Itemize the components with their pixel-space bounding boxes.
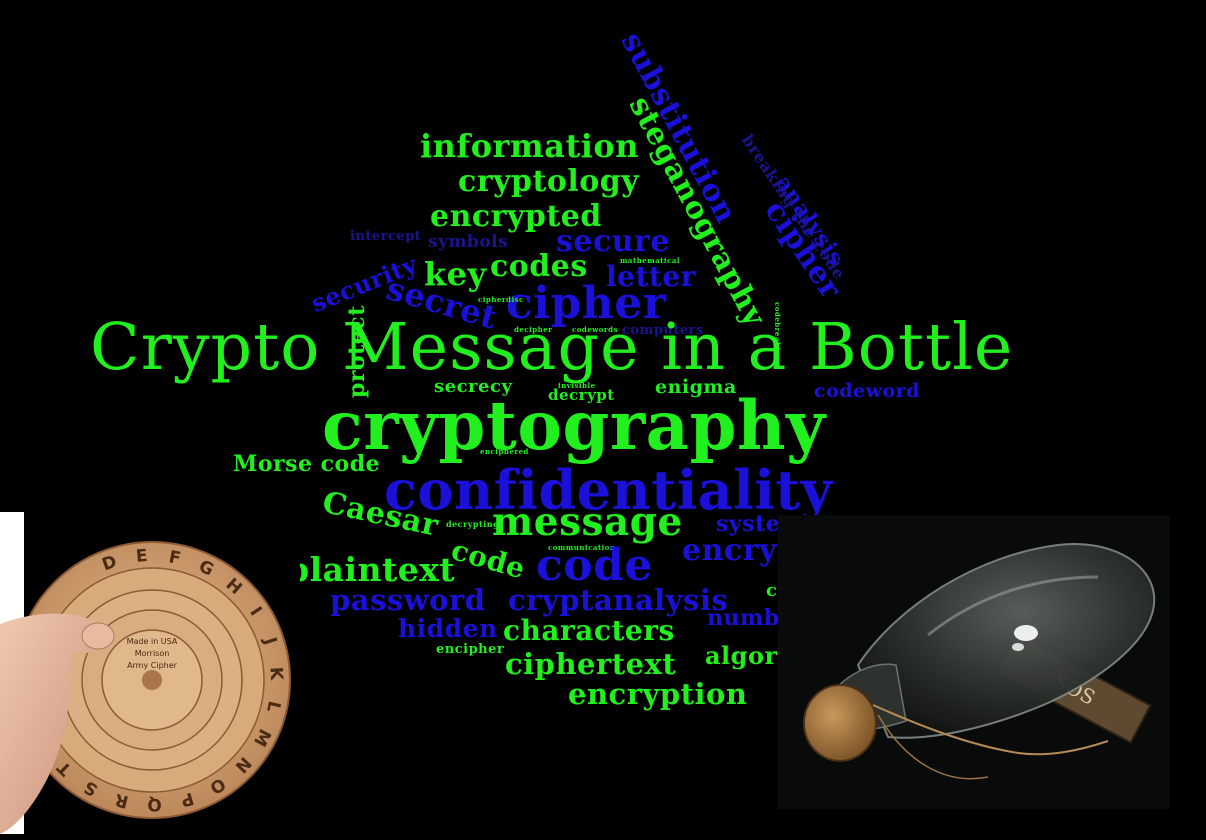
word-cryptanalysis: cryptanalysis (508, 583, 729, 617)
wheel-center-line-2: Morrison (135, 649, 170, 658)
word-cipher: cipher (506, 278, 667, 329)
word-code: code (536, 540, 653, 591)
word-letter: letter (606, 260, 696, 293)
word-encryption: encryption (568, 677, 748, 711)
word-encrypted: encrypted (430, 199, 602, 234)
word-morse-code: Morse code (233, 451, 381, 477)
wheel-letter: R (113, 789, 131, 812)
bottle-body (856, 543, 1156, 739)
word-plaintext: plaintext (286, 550, 456, 589)
word-invisible: invisible (558, 381, 596, 390)
cork (803, 684, 877, 762)
word-decipher: decipher (514, 325, 553, 334)
word-secure: secure (556, 224, 670, 259)
word-cryptology: cryptology (458, 164, 640, 199)
word-hidden: hidden (398, 614, 498, 643)
word-key: key (424, 255, 487, 293)
word-secrecy: secrecy (434, 376, 513, 397)
title: Crypto Message in a Bottle (90, 310, 1014, 385)
word-information: information (420, 127, 640, 165)
hand-shape (0, 613, 106, 834)
wheel-letter: E (135, 546, 148, 567)
wheel-center-line-1: Made in USA (127, 637, 178, 646)
wheel-letter: D (100, 552, 120, 576)
message-in-bottle-photo: SOS (778, 515, 1170, 809)
word-codes: codes (490, 249, 588, 284)
wheel-letter: P (178, 788, 196, 811)
wheel-letter: L (262, 699, 284, 714)
word-intercept: intercept (350, 229, 422, 244)
word-encipher: encipher (436, 642, 505, 657)
word-enciphered: enciphered (480, 447, 529, 456)
word-mathematical: mathematical (620, 256, 681, 265)
wheel-letter: F (167, 547, 182, 569)
word-cipherdisc: cipherdisc (478, 295, 524, 304)
word-decrypt: decrypt (548, 386, 615, 404)
wheel-letter: K (265, 667, 286, 682)
word-symbols: symbols (428, 232, 509, 252)
word-message: message (492, 499, 683, 545)
word-codewords: codewords (572, 325, 618, 334)
word-enigma: enigma (655, 376, 737, 398)
word-codeword: codeword (814, 380, 920, 402)
word-decrypting: decrypting (446, 519, 500, 529)
word-confidentiality: confidentiality (384, 458, 833, 522)
wheel-center-line-3: Army Cipher (127, 661, 178, 670)
cipher-wheel-photo: DEFGHIJKLMNOPQRSTU Made in USA Morrison … (0, 512, 300, 834)
word-cryptography: cryptography (322, 386, 826, 465)
wheel-letter: Q (147, 794, 162, 814)
word-characters: characters (503, 614, 675, 647)
word-communication: communication (548, 543, 616, 552)
word-computers: computers (622, 323, 704, 338)
word-password: password (330, 583, 486, 617)
word-ciphertext: ciphertext (505, 647, 677, 681)
